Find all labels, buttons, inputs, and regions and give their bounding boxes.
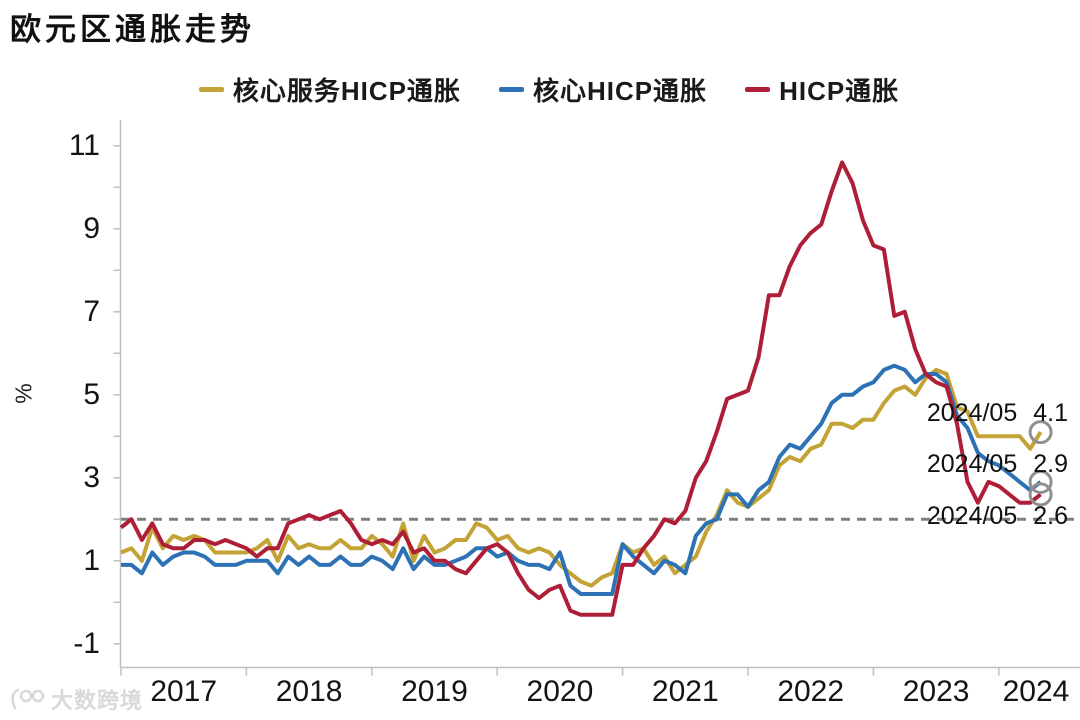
x-tick-label: 2018: [275, 675, 343, 708]
legend: 核心服务HICP通胀 核心HICP通胀 HICP通胀: [0, 71, 1080, 108]
chart-title: 欧元区通胀走势: [10, 12, 255, 47]
y-tick-label: 3: [83, 460, 100, 494]
x-tick-label: 2020: [526, 675, 594, 708]
legend-line-swatch-blue: [498, 87, 524, 92]
y-tick-label: 1: [83, 543, 100, 577]
annotation-date: 2024/05: [926, 502, 1018, 530]
x-tick-label: 2023: [902, 675, 970, 708]
x-tick-label: 2024: [1002, 675, 1070, 708]
x-tick-label: 2017: [150, 675, 218, 708]
legend-label-core-hicp: 核心HICP通胀: [532, 76, 708, 106]
x-tick-label: 2019: [401, 675, 468, 708]
x-tick-label: 2022: [777, 675, 845, 708]
watermark-logo-icon: [11, 688, 45, 710]
annotation-core-latest: 2024/05 2.9: [927, 449, 1068, 479]
legend-item-hicp: HICP通胀: [745, 71, 899, 108]
annotation-core-services-latest: 2024/05 4.1: [927, 398, 1068, 428]
legend-label-core-services-hicp: 核心服务HICP通胀: [232, 76, 461, 106]
y-tick-label: 7: [83, 294, 100, 328]
annotation-date: 2024/05: [926, 399, 1018, 427]
legend-item-core-hicp: 核心HICP通胀: [498, 71, 708, 108]
annotation-value: 4.1: [1033, 399, 1068, 427]
y-tick-label: -1: [73, 626, 100, 660]
annotation-headline-latest: 2024/05 2.6: [927, 501, 1068, 531]
legend-line-swatch-gold: [198, 87, 224, 92]
x-tick-label: 2021: [651, 675, 719, 708]
y-tick-label: 11: [68, 128, 100, 162]
y-tick-label: 5: [83, 377, 100, 411]
annotation-date: 2024/05: [926, 450, 1018, 478]
y-tick-label: 9: [83, 211, 100, 245]
annotation-value: 2.9: [1033, 450, 1068, 478]
legend-label-hicp: HICP通胀: [779, 76, 900, 106]
watermark-text: 大数跨境: [51, 688, 144, 713]
annotation-value: 2.6: [1033, 502, 1068, 530]
watermark: 大数跨境: [8, 683, 143, 715]
legend-item-core-services-hicp: 核心服务HICP通胀: [198, 71, 461, 108]
legend-line-swatch-red: [745, 87, 771, 92]
